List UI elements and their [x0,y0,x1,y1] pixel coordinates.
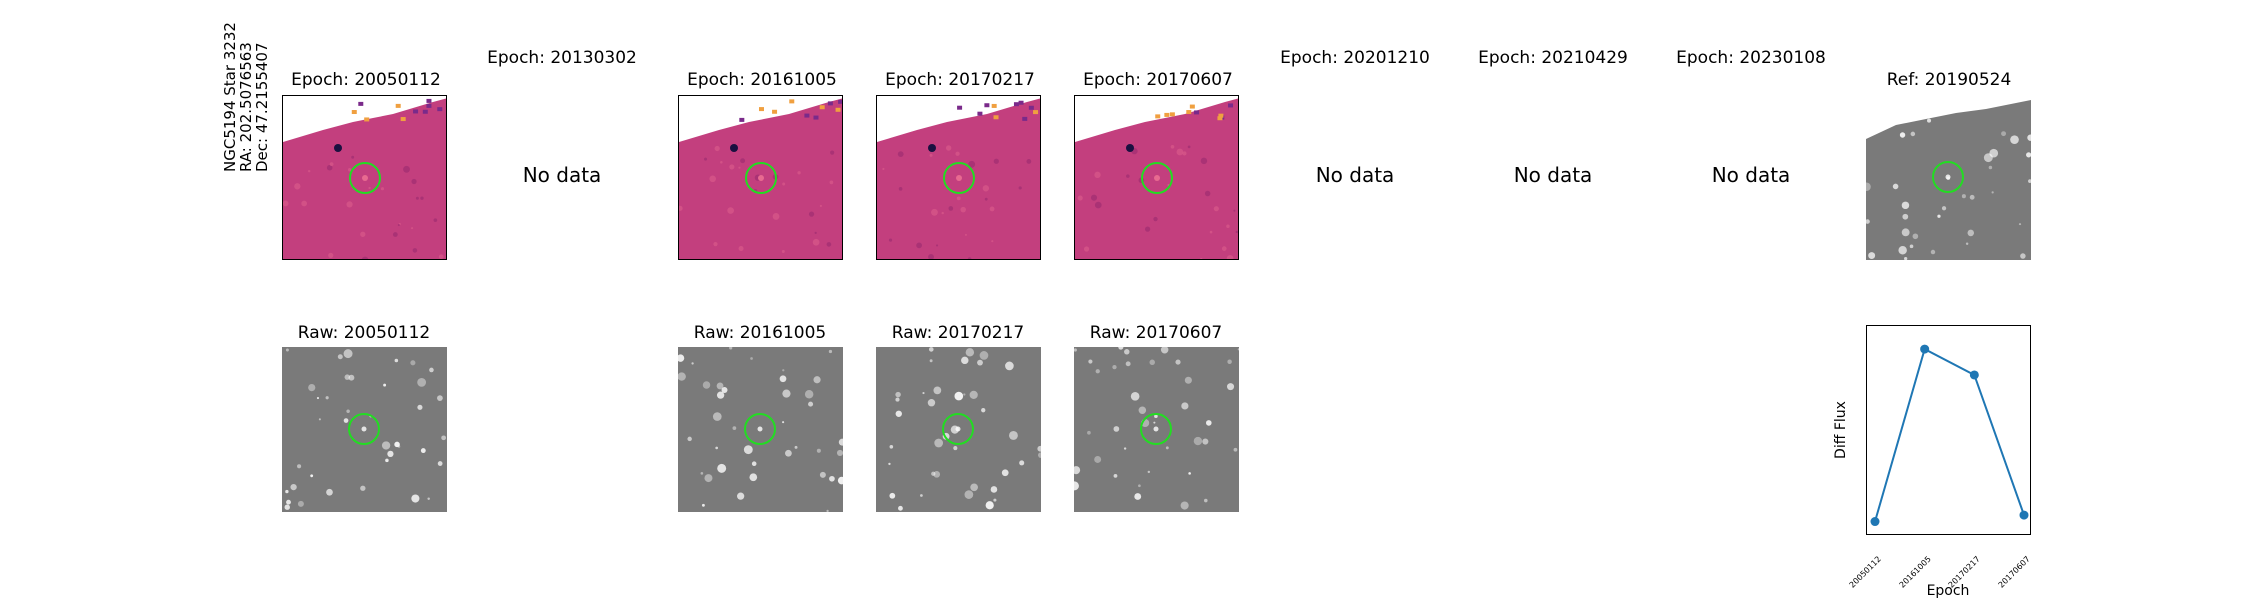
data-point-20161005 [1920,344,1930,354]
epoch-title-8: Epoch: 20230108 [1676,48,1826,68]
data-point-20170607 [2019,510,2029,520]
raw-title-3: Raw: 20170217 [891,323,1025,343]
x-tick-label-20050112: 20050112 [1847,554,1883,590]
raw-image-20161005 [678,347,843,512]
raw-image-20050112 [282,347,447,512]
epoch-title-7: Epoch: 20210429 [1478,48,1628,68]
light-curve-svg [1870,344,2029,540]
raw-image-20170217 [876,347,1041,512]
ref-title: Ref: 20190524 [1886,70,2012,90]
x-tick-label-20170607: 20170607 [1996,554,2032,590]
light-curve-plot [1866,325,2031,540]
diff-image-20050112 [282,95,447,260]
raw-title-1: Raw: 20050112 [297,323,431,343]
object-ra: RA: 202.5076563 [237,42,255,172]
raw-image-20170607 [1074,347,1239,512]
object-info-label: NGC5194 Star 3232 RA: 202.5076563 Dec: 4… [221,22,271,172]
epoch-title-6: Epoch: 20201210 [1280,48,1430,68]
x-axis-label: Epoch [1926,583,1970,599]
no-data-20201210: No data [1315,163,1395,187]
diff-image-20170607 [1074,95,1239,260]
data-point-20050112 [1870,517,1880,527]
raw-title-2: Raw: 20161005 [693,323,827,343]
y-axis-label: Diff Flux [1833,401,1849,459]
no-data-20130302: No data [522,163,602,187]
series-line [1874,347,2025,522]
epoch-title-1: Epoch: 20050112 [291,70,441,90]
diff-image-20161005 [678,95,843,260]
raw-title-4: Raw: 20170607 [1089,323,1223,343]
no-data-20210429: No data [1513,163,1593,187]
epoch-title-4: Epoch: 20170217 [885,70,1035,90]
epoch-title-2: Epoch: 20130302 [487,48,637,68]
epoch-title-5: Epoch: 20170607 [1083,70,1233,90]
object-dec: Dec: 47.2155407 [253,42,271,172]
ref-image [1866,95,2031,260]
object-name: NGC5194 Star 3232 [221,22,239,172]
data-point-20170217 [1969,370,1979,380]
epoch-title-3: Epoch: 20161005 [687,70,837,90]
diff-image-20170217 [876,95,1041,260]
no-data-20230108: No data [1711,163,1791,187]
